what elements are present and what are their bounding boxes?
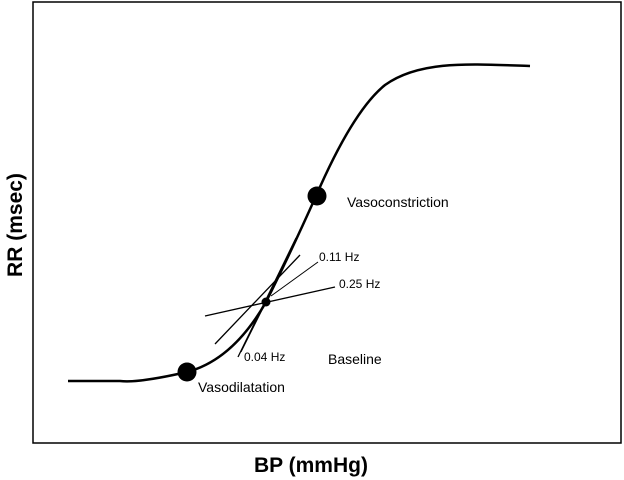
plot-frame [32,1,622,444]
label-025hz: 0.25 Hz [339,277,380,291]
x-axis-title: BP (mmHg) [254,454,368,477]
baseline-label: Baseline [328,351,382,367]
label-011hz: 0.11 Hz [319,250,359,264]
vasoconstriction-point [307,186,327,206]
vasoconstriction-label: Vasoconstriction [347,194,449,210]
slope-line-004hz [214,254,301,345]
y-axis-title: RR (msec) [4,173,27,277]
label-004hz: 0.04 Hz [244,350,285,364]
sigmoid-curve [68,63,531,383]
slope-line-011hz [237,237,297,358]
leader-011hz [270,261,319,297]
baseline-point [261,297,271,307]
vasodilatation-label: Vasodilatation [198,379,285,395]
vasodilatation-point [177,362,197,382]
leader-004hz [240,309,263,353]
